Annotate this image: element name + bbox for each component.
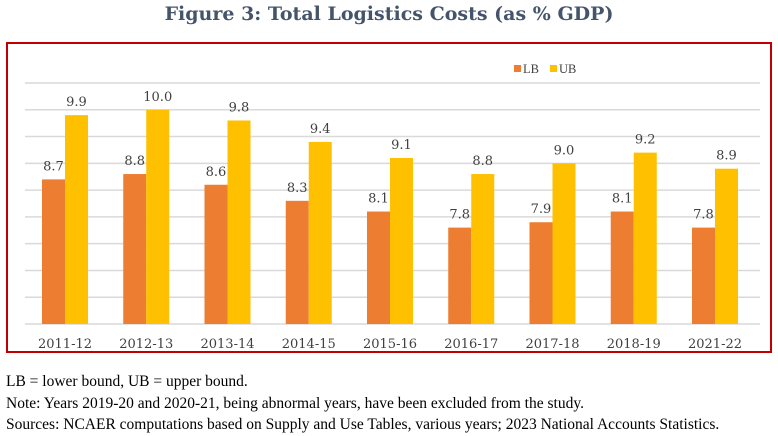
legend-swatch-lb (514, 65, 521, 72)
data-label: 9.9 (66, 95, 87, 110)
chart-title: Figure 3: Total Logistics Costs (as % GD… (164, 3, 614, 25)
data-label: 8.6 (206, 165, 227, 180)
bar-lb (692, 227, 715, 324)
bar-lb (448, 227, 472, 324)
x-tick-label: 2015-16 (363, 337, 417, 352)
x-tick-label: 2017-18 (525, 337, 579, 352)
bar-lb (529, 222, 553, 324)
x-tick-label: 2014-15 (282, 337, 336, 352)
legend-label-ub: UB (559, 62, 576, 76)
bar-lb (204, 184, 228, 324)
x-tick-label: 2013-14 (200, 337, 254, 352)
legend-note: LB = lower bound, UB = upper bound. (6, 373, 248, 390)
data-label: 8.8 (124, 154, 145, 169)
x-tick-label: 2011-12 (38, 337, 92, 352)
data-label: 7.8 (693, 208, 714, 223)
bar-ub (308, 141, 332, 324)
bar-lb (42, 179, 65, 324)
bar-ub (552, 163, 576, 324)
data-label: 9.2 (635, 133, 656, 148)
bar-ub (390, 157, 413, 324)
bar-ub (633, 152, 657, 324)
bar-lb (610, 211, 634, 324)
bar-chart: 8.7 9.9 2011-12 8.8 10.0 2012-13 8.6 9.8 2013-14… (6, 42, 772, 353)
bar-ub (471, 174, 495, 324)
data-label: 8.1 (612, 192, 633, 207)
bar-lb (123, 174, 147, 324)
x-tick-label: 2021-22 (688, 337, 742, 352)
data-label: 8.7 (43, 159, 64, 174)
data-label: 8.3 (287, 181, 308, 196)
x-tick-label: 2012-13 (119, 337, 173, 352)
x-tick-label: 2018-19 (607, 337, 661, 352)
data-label: 9.4 (310, 122, 331, 137)
data-label: 8.9 (716, 149, 737, 164)
bar-lb (285, 200, 309, 324)
data-label: 8.8 (472, 154, 493, 169)
legend-label-lb: LB (523, 62, 539, 76)
data-label: 7.8 (449, 208, 470, 223)
bar-ub (715, 168, 738, 324)
bar-ub (227, 120, 251, 324)
data-label: 9.1 (391, 138, 412, 153)
sources-note: Sources: NCAER computations based on Sup… (6, 416, 720, 433)
data-label: 7.9 (531, 202, 552, 217)
bar-ub (146, 109, 170, 325)
data-label: 9.0 (554, 143, 575, 158)
x-tick-label: 2016-17 (444, 337, 498, 352)
bar-lb (367, 211, 390, 324)
data-label: 9.8 (229, 100, 250, 115)
data-label: 10.0 (143, 90, 172, 105)
legend-swatch-ub (550, 65, 557, 72)
data-label: 8.1 (368, 192, 389, 207)
bar-ub (65, 115, 88, 324)
exclusion-note: Note: Years 2019-20 and 2020-21, being a… (6, 395, 584, 412)
